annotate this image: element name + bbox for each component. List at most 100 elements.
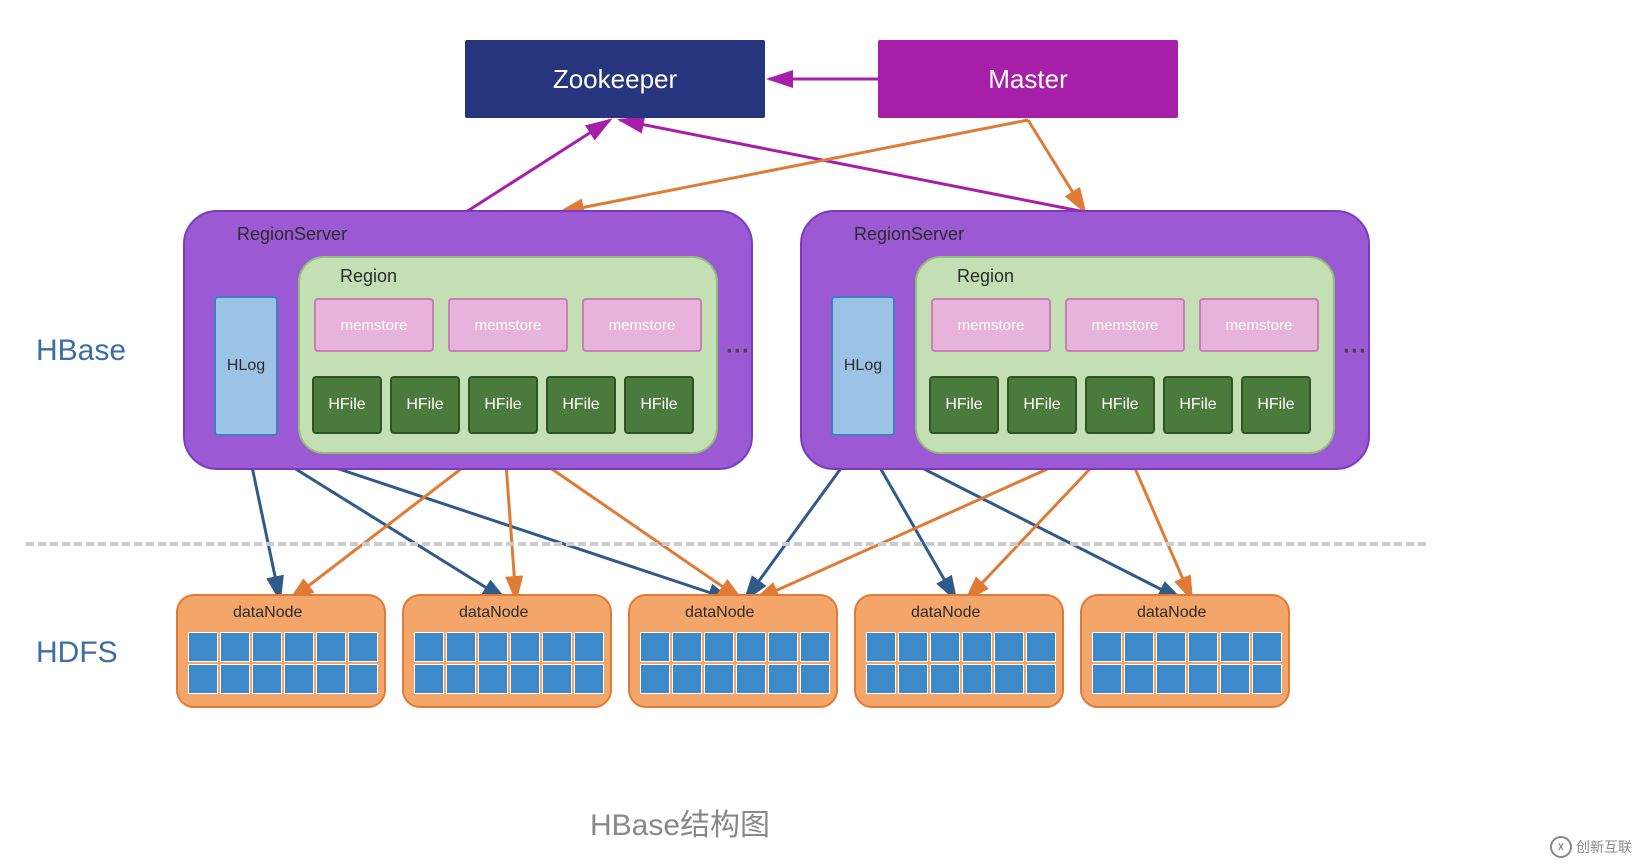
data-block-cell — [284, 632, 314, 662]
data-block-cell — [510, 632, 540, 662]
data-block-cell — [800, 632, 830, 662]
arrow-line — [620, 120, 1085, 212]
memstore-box: memstore — [1065, 298, 1185, 352]
datanode-box: dataNode — [176, 594, 386, 708]
watermark-icon: ☓ — [1550, 836, 1572, 858]
memstore-box: memstore — [931, 298, 1051, 352]
hfile-box: HFile — [1007, 376, 1077, 434]
datanode-grid — [640, 632, 830, 694]
master-box: Master — [878, 40, 1178, 118]
datanode-title: dataNode — [911, 604, 980, 622]
data-block-cell — [446, 664, 476, 694]
region-server-title: RegionServer — [854, 224, 964, 245]
data-block-cell — [866, 664, 896, 694]
data-block-cell — [542, 664, 572, 694]
hlog-box: HLog — [214, 296, 278, 436]
datanode-title: dataNode — [459, 604, 528, 622]
datanode-grid — [1092, 632, 1282, 694]
region-server-title: RegionServer — [237, 224, 347, 245]
data-block-cell — [252, 664, 282, 694]
hfile-box: HFile — [468, 376, 538, 434]
data-block-cell — [188, 664, 218, 694]
data-block-cell — [1092, 632, 1122, 662]
memstore-box: memstore — [582, 298, 702, 352]
diagram-caption: HBase结构图 — [590, 800, 770, 844]
datanode-box: dataNode — [854, 594, 1064, 708]
datanode-title: dataNode — [1137, 604, 1206, 622]
datanode-grid — [188, 632, 378, 694]
datanode-grid — [414, 632, 604, 694]
data-block-cell — [672, 664, 702, 694]
datanode-box: dataNode — [402, 594, 612, 708]
data-block-cell — [640, 664, 670, 694]
data-block-cell — [220, 632, 250, 662]
data-block-cell — [930, 632, 960, 662]
data-block-cell — [574, 632, 604, 662]
master-label: Master — [988, 64, 1067, 95]
data-block-cell — [800, 664, 830, 694]
zookeeper-box: Zookeeper — [465, 40, 765, 118]
memstore-box: memstore — [1199, 298, 1319, 352]
data-block-cell — [348, 632, 378, 662]
zookeeper-label: Zookeeper — [553, 64, 677, 95]
data-block-cell — [866, 632, 896, 662]
data-block-cell — [510, 664, 540, 694]
data-block-cell — [1124, 632, 1154, 662]
memstore-box: memstore — [314, 298, 434, 352]
datanode-title: dataNode — [233, 604, 302, 622]
data-block-cell — [252, 632, 282, 662]
datanode-grid — [866, 632, 1056, 694]
data-block-cell — [672, 632, 702, 662]
data-block-cell — [1156, 664, 1186, 694]
data-block-cell — [316, 664, 346, 694]
arrow-line — [1028, 120, 1085, 212]
data-block-cell — [1220, 664, 1250, 694]
ellipsis-icon: ··· — [1343, 338, 1367, 366]
data-block-cell — [414, 632, 444, 662]
watermark: ☓ 创新互联 — [1550, 836, 1632, 858]
data-block-cell — [446, 632, 476, 662]
data-block-cell — [1156, 632, 1186, 662]
data-block-cell — [284, 664, 314, 694]
data-block-cell — [316, 632, 346, 662]
watermark-text: 创新互联 — [1576, 837, 1632, 857]
hfile-box: HFile — [390, 376, 460, 434]
hbase-hdfs-divider — [26, 542, 1426, 546]
region-title: Region — [340, 266, 397, 287]
hfile-box: HFile — [1241, 376, 1311, 434]
datanode-box: dataNode — [628, 594, 838, 708]
hfile-box: HFile — [1085, 376, 1155, 434]
data-block-cell — [1092, 664, 1122, 694]
data-block-cell — [898, 632, 928, 662]
data-block-cell — [1188, 664, 1218, 694]
data-block-cell — [736, 632, 766, 662]
data-block-cell — [994, 632, 1024, 662]
ellipsis-icon: ··· — [726, 338, 750, 366]
arrow-line — [560, 120, 1028, 212]
hlog-box: HLog — [831, 296, 895, 436]
data-block-cell — [962, 664, 992, 694]
data-block-cell — [574, 664, 604, 694]
data-block-cell — [898, 664, 928, 694]
region-title: Region — [957, 266, 1014, 287]
data-block-cell — [704, 664, 734, 694]
hbase-label: HBase — [36, 334, 126, 368]
data-block-cell — [1026, 632, 1056, 662]
hfile-box: HFile — [1163, 376, 1233, 434]
data-block-cell — [478, 664, 508, 694]
data-block-cell — [736, 664, 766, 694]
data-block-cell — [542, 632, 572, 662]
data-block-cell — [962, 632, 992, 662]
data-block-cell — [930, 664, 960, 694]
data-block-cell — [768, 664, 798, 694]
diagram-stage: Zookeeper Master RegionServer HLog Region m… — [0, 0, 1642, 864]
data-block-cell — [1220, 632, 1250, 662]
data-block-cell — [1188, 632, 1218, 662]
hfile-box: HFile — [312, 376, 382, 434]
data-block-cell — [704, 632, 734, 662]
hfile-box: HFile — [546, 376, 616, 434]
data-block-cell — [188, 632, 218, 662]
arrow-line — [466, 120, 610, 212]
hfile-box: HFile — [929, 376, 999, 434]
data-block-cell — [994, 664, 1024, 694]
